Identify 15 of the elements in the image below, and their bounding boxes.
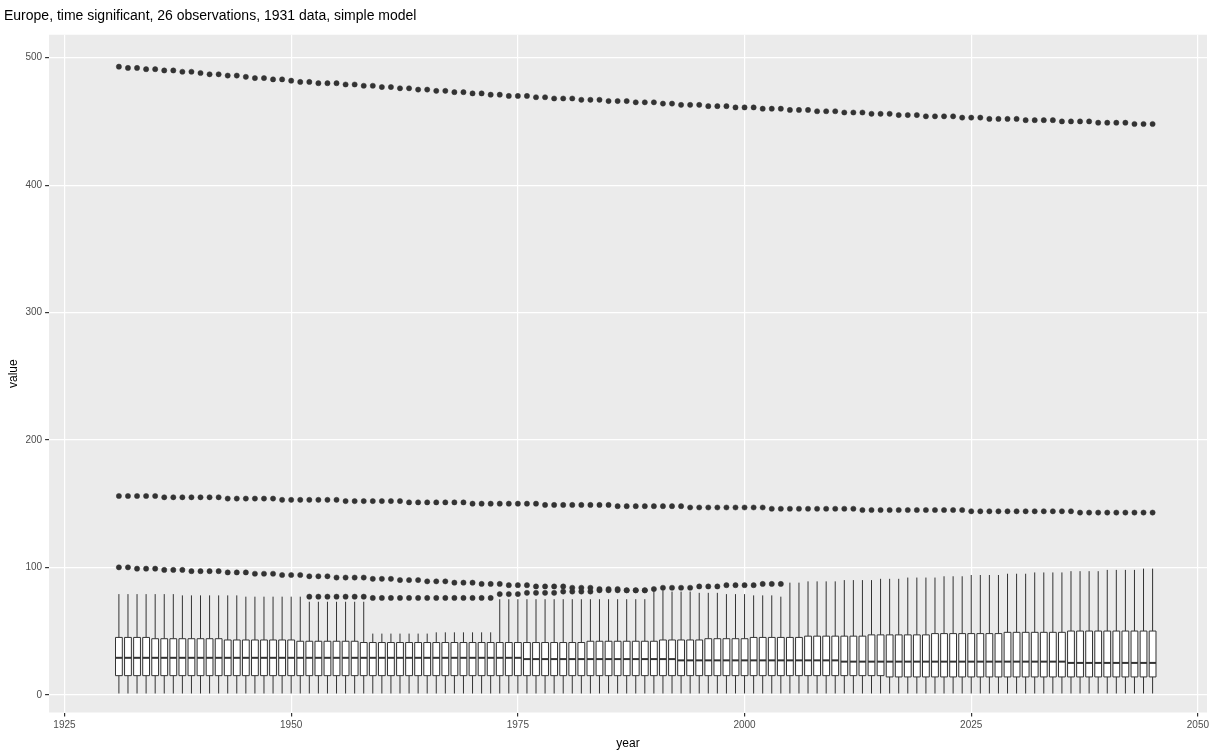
x-axis-title: year — [616, 736, 640, 751]
y-tick-label: 100 — [25, 561, 43, 573]
y-tick-label: 0 — [36, 688, 43, 700]
y-tick-label: 500 — [25, 51, 43, 63]
x-tick-label: 2025 — [960, 719, 983, 731]
x-tick-label: 1975 — [506, 719, 530, 731]
x-tick-label: 1925 — [53, 719, 77, 731]
x-tick-label: 2050 — [1186, 719, 1210, 731]
chart-title: Europe, time significant, 26 observations, 1931 data, simple model — [4, 7, 417, 24]
x-tick-label: 1950 — [280, 719, 303, 731]
y-tick-label: 400 — [25, 178, 43, 190]
y-tick-label: 300 — [25, 306, 43, 318]
y-axis-title: value — [5, 359, 20, 389]
x-tick-label: 2000 — [733, 719, 757, 731]
y-tick-label: 200 — [25, 433, 43, 445]
